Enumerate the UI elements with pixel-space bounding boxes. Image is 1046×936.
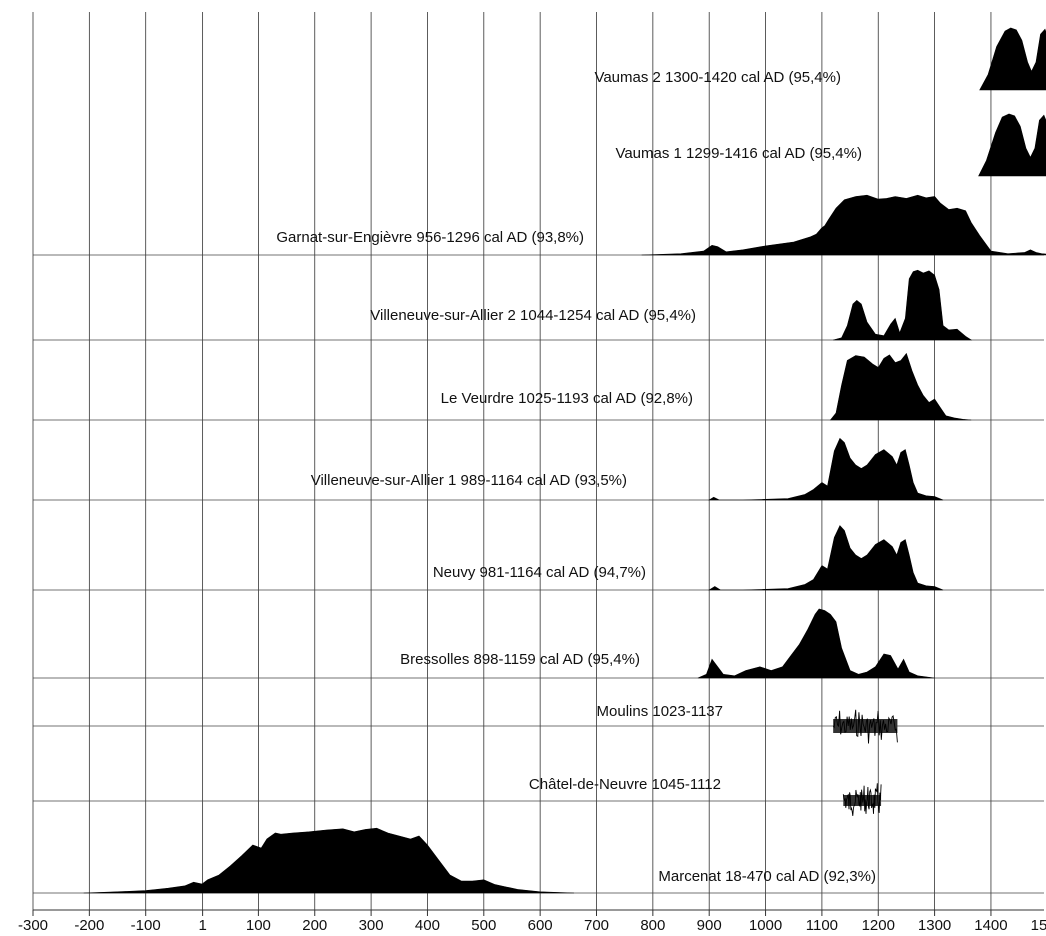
x-tick-label: 1100 [806, 917, 838, 934]
wiggle-curve [842, 783, 882, 816]
series-label: Villeneuve-sur-Allier 2 1044-1254 cal AD… [370, 307, 696, 324]
series-label: Vaumas 2 1300-1420 cal AD (95,4%) [594, 69, 841, 86]
density-curve [833, 269, 973, 341]
x-tick-label: 1500 [1031, 917, 1046, 934]
x-tick-label: 700 [584, 917, 609, 934]
series-label: Marcenat 18-470 cal AD (92,3%) [658, 868, 876, 885]
density-curve [708, 437, 944, 501]
series-label: Le Veurdre 1025-1193 cal AD (92,8%) [441, 390, 693, 407]
series-label: Moulins 1023-1137 [597, 703, 723, 720]
density-curve [979, 27, 1046, 91]
series-marks [83, 27, 1046, 894]
grid [32, 12, 992, 910]
series-label: Villeneuve-sur-Allier 1 989-1164 cal AD … [311, 472, 627, 489]
density-curve [829, 352, 972, 421]
series-labels: Vaumas 2 1300-1420 cal AD (95,4%) Vaumas … [276, 69, 876, 885]
x-tick-label: -300 [18, 917, 48, 934]
x-tick-label: 800 [640, 917, 665, 934]
series-label: Vaumas 1 1299-1416 cal AD (95,4%) [615, 145, 862, 162]
x-tick-label: 200 [302, 917, 327, 934]
density-curve [83, 827, 575, 894]
x-tick-label: 1200 [862, 917, 895, 934]
density-curve [708, 525, 944, 591]
x-tick-label: 600 [528, 917, 553, 934]
density-curve [978, 113, 1046, 177]
x-tick-label: 1000 [749, 917, 782, 934]
x-tick-label: 100 [246, 917, 271, 934]
series-label: Châtel-de-Neuvre 1045-1112 [529, 776, 721, 793]
x-tick-label: 900 [697, 917, 722, 934]
wiggle-curve [832, 709, 898, 744]
x-axis: -300 -200 -100 1 100 200 300 400 500 600 700 800 900… [18, 909, 1046, 934]
x-tick-label: 400 [415, 917, 440, 934]
density-curve [641, 194, 1046, 256]
series-label: Bressolles 898-1159 cal AD (95,4%) [400, 651, 640, 668]
x-tick-label: -200 [74, 917, 104, 934]
x-tick-label: 1 [198, 917, 206, 934]
x-tick-label: -100 [131, 917, 161, 934]
x-tick-label: 1300 [918, 917, 951, 934]
x-tick-label: 300 [359, 917, 384, 934]
x-tick-label: 500 [471, 917, 496, 934]
density-curve [697, 608, 935, 679]
series-label: Neuvy 981-1164 cal AD (94,7%) [433, 564, 646, 581]
x-tick-label: 1400 [974, 917, 1007, 934]
series-label: Garnat-sur-Engièvre 956-1296 cal AD (93,… [276, 229, 584, 246]
calibration-band [833, 719, 898, 733]
